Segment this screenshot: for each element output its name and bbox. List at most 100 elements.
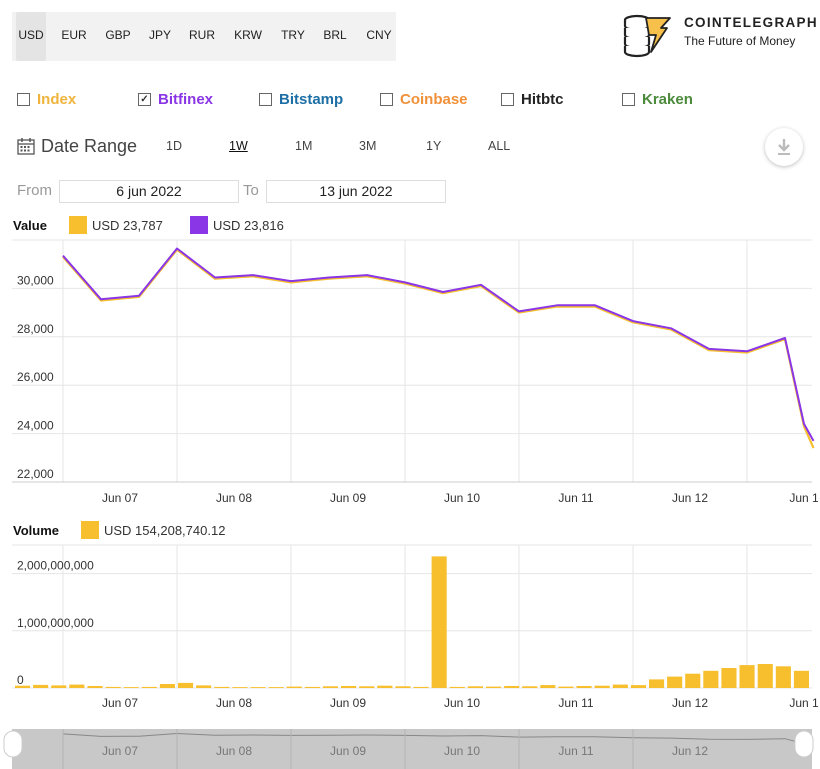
currency-tab-usd[interactable]: USD	[16, 12, 46, 61]
volume-bar	[594, 685, 610, 688]
volume-bar	[540, 685, 556, 688]
volume-bar	[159, 684, 175, 688]
volume-bar	[721, 668, 737, 688]
volume-bar	[178, 682, 194, 688]
exchange-toggle-coinbase[interactable]: Coinbase	[380, 89, 468, 109]
currency-tab-eur[interactable]: EUR	[61, 28, 87, 42]
volume-bar	[105, 686, 121, 688]
range-1m-button[interactable]: 1M	[295, 139, 313, 153]
x-tick-label: Jun 12	[672, 696, 708, 710]
navigator-tick-label: Jun 10	[444, 744, 480, 758]
brand-subtitle: The Future of Money	[684, 34, 796, 48]
volume-bar	[214, 686, 230, 688]
x-tick-label: Jun 10	[444, 696, 480, 710]
legend-swatch-index	[69, 216, 87, 234]
coin-stack-lightning-icon	[623, 14, 671, 58]
x-tick-label: Jun 09	[330, 491, 366, 505]
x-tick-label: Jun 11	[558, 491, 593, 505]
x-tick-label: Jun 1	[789, 696, 819, 710]
volume-bar	[341, 686, 357, 688]
volume-bar	[793, 670, 809, 688]
series-line-index	[62, 248, 815, 449]
range-3m-button[interactable]: 3M	[359, 139, 377, 153]
checkbox-icon[interactable]	[259, 92, 272, 106]
exchange-toggle-index[interactable]: Index	[17, 89, 76, 109]
range-1w-button[interactable]: 1W	[229, 139, 248, 153]
navigator-tick-label: Jun 09	[330, 744, 366, 758]
volume-bar	[322, 686, 338, 688]
to-date-input[interactable]: 13 jun 2022	[266, 180, 446, 203]
volume-bar	[15, 685, 31, 688]
volume-bar	[395, 686, 411, 688]
range-1d-button[interactable]: 1D	[166, 139, 182, 153]
exchange-toggle-bitstamp[interactable]: Bitstamp	[259, 89, 343, 109]
x-tick-label: Jun 1	[789, 491, 819, 505]
y-tick-label: 2,000,000,000	[17, 559, 94, 573]
volume-bar	[504, 686, 520, 688]
volume-bar	[522, 686, 538, 688]
x-tick-label: Jun 12	[672, 491, 708, 505]
currency-tab-jpy[interactable]: JPY	[148, 28, 171, 42]
range-all-button[interactable]: ALL	[488, 139, 511, 153]
volume-bar	[757, 664, 773, 688]
navigator-tick-label: Jun 07	[102, 744, 138, 758]
checkbox-icon[interactable]	[622, 92, 635, 106]
range-navigator[interactable]: Jun 07 Jun 08 Jun 09 Jun 10 Jun 11 Jun 12	[0, 729, 820, 769]
volume-bar	[703, 670, 719, 688]
legend-value-index: USD 23,787	[92, 218, 163, 233]
exchange-toggle-bitfinex[interactable]: ✓ Bitfinex	[138, 89, 213, 109]
legend-swatch-bitfinex	[190, 216, 208, 234]
checkbox-icon[interactable]	[380, 92, 393, 106]
series-line-bitfinex	[62, 247, 815, 442]
currency-tab-krw[interactable]: KRW	[234, 28, 262, 42]
y-tick-label: 28,000	[17, 322, 54, 336]
volume-bar	[33, 684, 49, 688]
to-label: To	[243, 182, 259, 199]
brand-title: COINTELEGRAPH	[684, 15, 818, 30]
navigator-tick-label: Jun 12	[672, 744, 708, 758]
exchange-label-bitstamp: Bitstamp	[279, 90, 344, 108]
currency-tab-brl[interactable]: BRL	[323, 28, 347, 42]
currency-tab-gbp[interactable]: GBP	[105, 28, 131, 42]
volume-bar	[286, 686, 302, 688]
legend-value-bitfinex: USD 23,816	[213, 218, 284, 233]
price-chart[interactable]: 22,000 24,000 26,000 28,000 30,000 Jun 07 Jun…	[0, 236, 820, 516]
exchange-toggle-hitbtc[interactable]: Hitbtc	[501, 89, 564, 109]
y-tick-label: 1,000,000,000	[17, 616, 94, 630]
volume-chart[interactable]: 0 1,000,000,000 2,000,000,000 Jun 07 Jun 08…	[0, 541, 820, 716]
x-tick-label: Jun 08	[216, 491, 252, 505]
currency-tab-try[interactable]: TRY	[281, 28, 305, 42]
exchange-toggle-kraken[interactable]: Kraken	[622, 89, 693, 109]
navigator-right-handle[interactable]	[794, 730, 814, 758]
volume-bar	[268, 687, 284, 688]
volume-bar	[449, 686, 465, 688]
range-1y-button[interactable]: 1Y	[426, 139, 442, 153]
from-date-input[interactable]: 6 jun 2022	[59, 180, 239, 203]
volume-bar	[467, 686, 483, 688]
currency-selector: USD EUR GBP JPY RUR KRW TRY BRL CNY	[12, 12, 396, 61]
volume-bar	[359, 686, 375, 688]
volume-bar	[87, 686, 103, 688]
currency-tab-cny[interactable]: CNY	[366, 28, 392, 42]
x-tick-label: Jun 10	[444, 491, 480, 505]
volume-bar	[304, 686, 320, 688]
from-label: From	[17, 182, 52, 199]
x-tick-label: Jun 11	[558, 696, 593, 710]
download-button[interactable]	[765, 128, 803, 166]
checkbox-icon[interactable]	[17, 92, 30, 106]
navigator-left-handle[interactable]	[3, 730, 23, 758]
volume-bar	[775, 666, 791, 688]
volume-bar	[141, 686, 157, 688]
volume-bar	[576, 686, 592, 688]
checkbox-icon[interactable]	[501, 92, 514, 106]
volume-bar	[739, 665, 755, 688]
exchange-label-bitfinex: Bitfinex	[158, 90, 214, 108]
volume-bar	[232, 687, 248, 688]
currency-tab-rur[interactable]: RUR	[189, 28, 215, 42]
date-range-label: Date Range	[41, 136, 138, 156]
navigator-tick-label: Jun 11	[558, 744, 593, 758]
cointelegraph-logo[interactable]: COINTELEGRAPH The Future of Money	[622, 10, 817, 60]
navigator-tick-label: Jun 08	[216, 744, 252, 758]
volume-legend-title: Volume	[13, 523, 59, 538]
checkbox-checked-icon[interactable]: ✓	[138, 92, 151, 106]
